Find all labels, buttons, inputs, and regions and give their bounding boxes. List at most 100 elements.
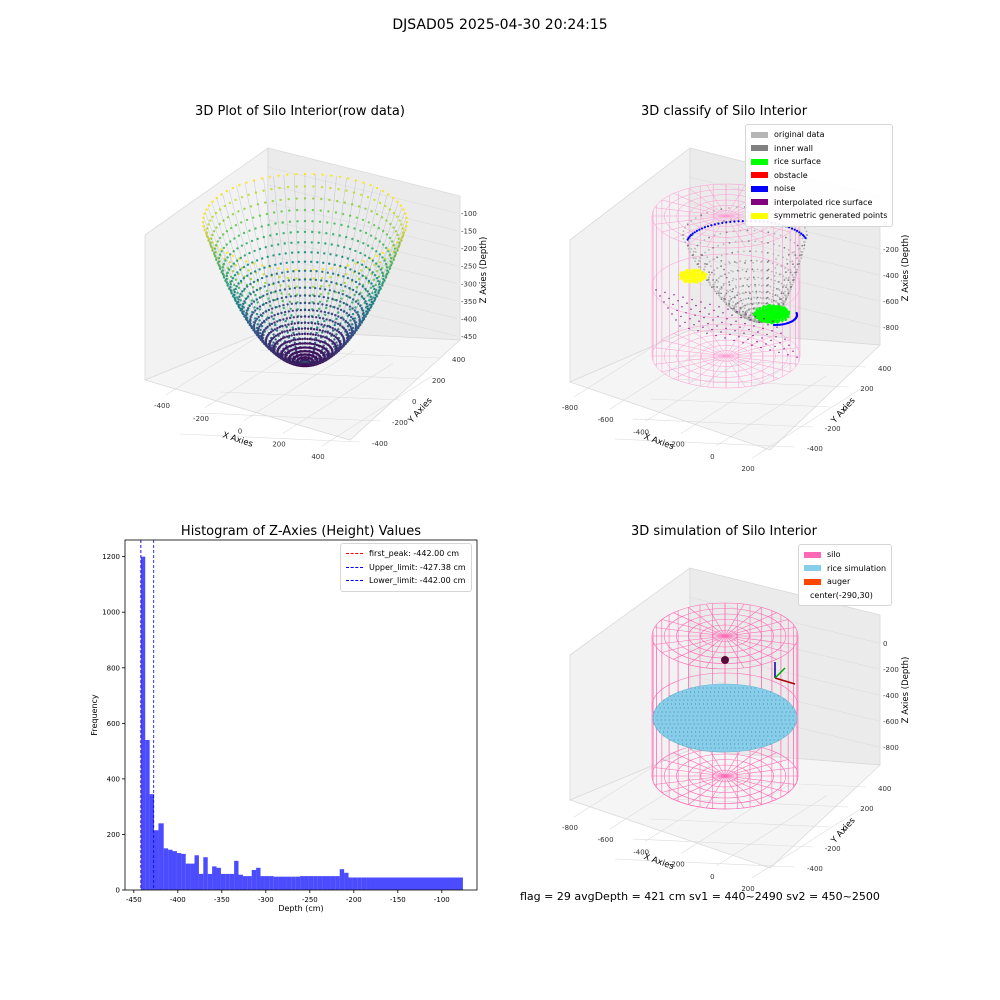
raw-surface-point <box>303 241 307 244</box>
raw-surface-point <box>246 263 250 266</box>
raw-surface-point <box>328 284 331 287</box>
raw-surface-point <box>312 349 316 352</box>
raw-surface-point <box>284 319 287 323</box>
sim-rice-mesh-node <box>702 747 704 749</box>
sim-rice-mesh-node <box>753 711 755 713</box>
raw-surface-point <box>286 270 289 273</box>
raw-surface-point <box>348 305 352 308</box>
raw-surface-point <box>295 197 298 200</box>
sim-rice-mesh-node <box>781 711 783 713</box>
raw-surface-point <box>346 276 350 280</box>
raw-surface-point <box>205 208 208 211</box>
raw-surface-point <box>362 181 365 184</box>
raw-surface-point <box>279 284 282 287</box>
raw-surface-point <box>388 253 392 256</box>
sim-rice-mesh-node <box>723 727 725 729</box>
sim-rice-mesh-node <box>717 711 719 713</box>
raw-surface-point <box>218 222 221 226</box>
raw-surface-point <box>255 288 259 292</box>
raw-surface-point <box>303 230 307 234</box>
raw-surface-point <box>355 286 358 289</box>
raw-surface-point <box>375 254 379 258</box>
raw-surface-point <box>290 320 294 323</box>
raw-surface-point <box>337 188 340 191</box>
sim-rice-mesh-node <box>737 695 739 697</box>
raw-surface-point <box>245 316 248 319</box>
raw-surface-point <box>230 265 233 268</box>
raw-surface-point <box>234 224 238 227</box>
sim-rice-mesh-node <box>730 747 732 749</box>
sim-rice-mesh-node <box>749 695 751 697</box>
sim-rice-mesh-node <box>663 707 665 709</box>
raw-surface-point <box>327 292 330 295</box>
raw-surface-point <box>295 208 299 212</box>
sim-rice-mesh-node <box>788 715 790 717</box>
sim-rice-mesh-node <box>739 735 741 737</box>
sim-rice-mesh-node <box>769 739 771 741</box>
sim-rice-mesh-node <box>698 747 700 749</box>
sim-rice-mesh-node <box>768 719 770 721</box>
raw-surface-point <box>321 270 324 273</box>
raw-surface-point <box>237 286 241 290</box>
sim-rice-mesh-node <box>775 735 777 737</box>
raw-surface-point <box>234 278 238 281</box>
raw-surface-point <box>252 311 255 314</box>
raw-surface-point <box>389 257 393 260</box>
raw-surface-point <box>311 293 315 296</box>
sim-rice-mesh-node <box>700 715 702 717</box>
sim-rice-mesh-node <box>699 699 701 701</box>
raw-surface-point <box>252 280 256 284</box>
sim-rice-mesh-node <box>715 699 717 701</box>
raw-surface-point <box>341 212 345 216</box>
raw-surface-point <box>232 262 236 265</box>
raw-surface-point <box>284 252 287 255</box>
raw-surface-point <box>226 256 229 259</box>
sim-rice-mesh-node <box>713 723 715 725</box>
raw-surface-point <box>244 297 248 301</box>
raw-surface-point <box>351 288 355 292</box>
raw-surface-point <box>339 316 343 320</box>
raw-surface-point <box>405 220 409 224</box>
sim-rice-mesh-node <box>701 695 703 697</box>
raw-surface-point <box>274 222 277 225</box>
sim-rice-mesh-node <box>683 699 685 701</box>
sim-rice-mesh-node <box>681 723 683 725</box>
sim-rice-mesh-node <box>729 695 731 697</box>
raw-surface-point <box>402 233 405 236</box>
raw-surface-point <box>372 278 376 281</box>
sim-rice-mesh-node <box>780 715 782 717</box>
raw-surface-point <box>228 261 232 264</box>
sim-rice-mesh-node <box>746 747 748 749</box>
sim-rice-mesh-node <box>734 687 736 689</box>
raw-surface-point <box>248 229 251 232</box>
sim-rice-mesh-node <box>673 723 675 725</box>
raw-surface-point <box>259 328 262 332</box>
raw-surface-point <box>264 246 267 249</box>
raw-surface-point <box>233 283 236 287</box>
sim-rice-mesh-node <box>696 719 698 721</box>
raw-surface-point <box>213 254 217 258</box>
raw-surface-point <box>317 241 320 244</box>
sim-rice-mesh-node <box>789 723 791 725</box>
raw-surface-point <box>272 211 276 214</box>
raw-surface-point <box>288 300 292 303</box>
raw-surface-point <box>368 256 371 260</box>
raw-surface-point <box>323 288 327 291</box>
sim-rice-mesh-node <box>719 735 721 737</box>
raw-surface-point <box>231 270 235 273</box>
sim-rice-fill <box>652 683 798 753</box>
raw-surface-point <box>264 281 267 285</box>
raw-surface-point <box>365 312 368 316</box>
sim-rice-mesh-node <box>793 711 795 713</box>
sim-rice-mesh-node <box>685 695 687 697</box>
sim-rice-mesh-node <box>775 727 777 729</box>
raw-surface-point <box>209 241 212 244</box>
raw-surface-point <box>255 259 259 262</box>
sim-rice-mesh-node <box>764 715 766 717</box>
raw-surface-point <box>366 196 370 199</box>
sim-rice-mesh-node <box>719 727 721 729</box>
raw-surface-point <box>392 243 396 247</box>
raw-surface-point <box>233 290 236 294</box>
raw-surface-point <box>243 207 246 210</box>
raw-surface-point <box>377 292 380 295</box>
